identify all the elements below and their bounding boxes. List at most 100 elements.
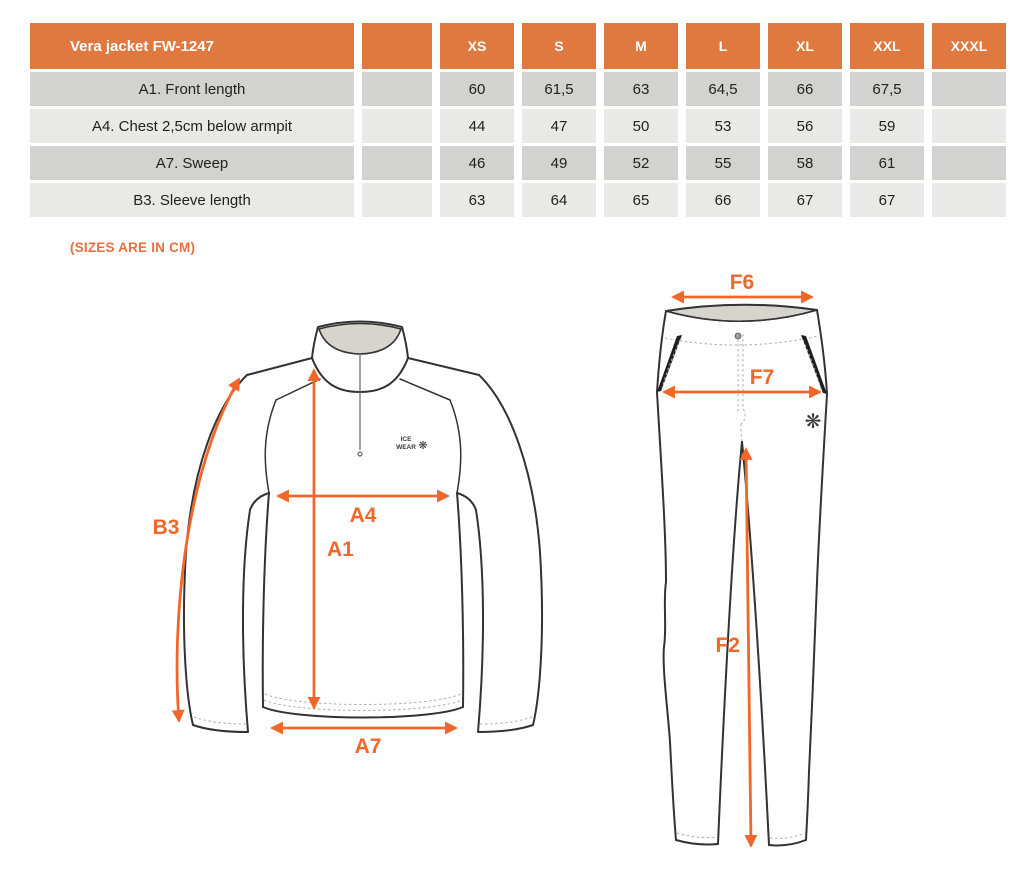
shoulder-line-left [246, 357, 313, 376]
inseam-left [717, 441, 743, 845]
cuff-stitch-left [193, 716, 248, 725]
size-cell: 60 [440, 72, 514, 106]
hem-line [262, 706, 464, 719]
snowflake-icon: ❋ [418, 439, 427, 452]
size-header-xs: XS [440, 23, 514, 69]
body-side-right [456, 492, 465, 708]
sizes-note: (SIZES ARE IN CM) [70, 240, 196, 255]
header-spacer-cell [362, 23, 432, 69]
leg-outer-right [805, 393, 828, 841]
spacer-cell [362, 109, 432, 143]
pocket-stitch-right [802, 339, 823, 393]
table-row: A7. Sweep 46 49 52 55 58 61 [30, 146, 1006, 180]
size-cell: 63 [440, 183, 514, 217]
leg-hem-stitch-right [769, 832, 806, 839]
row-label: A7. Sweep [30, 146, 354, 180]
size-cell: 50 [604, 109, 678, 143]
f6-label: F6 [730, 272, 755, 294]
size-cell: 66 [768, 72, 842, 106]
size-cell: 65 [604, 183, 678, 217]
size-cell: 67 [768, 183, 842, 217]
pocket-right [801, 335, 827, 394]
front-seam-stitch [740, 423, 743, 443]
row-label: A4. Chest 2,5cm below armpit [30, 109, 354, 143]
body-side-left [261, 492, 270, 708]
size-cell: 61 [850, 146, 924, 180]
leg-outer-left [656, 391, 677, 841]
size-cell: 47 [522, 109, 596, 143]
pants-drawing: ❋ [656, 303, 828, 847]
table-header-row: Vera jacket FW-1247 XS S M L XL XXL XXXL [30, 23, 1006, 69]
size-cell: 52 [604, 146, 678, 180]
b3-arrow [171, 377, 241, 723]
size-header-xxl: XXL [850, 23, 924, 69]
raglan-seam-left [264, 399, 277, 494]
f2-label: F2 [715, 634, 740, 657]
waistband-top [665, 303, 818, 312]
hip-left [656, 310, 667, 393]
size-table: Vera jacket FW-1247 XS S M L XL XXL XXXL… [22, 20, 1014, 220]
f2-arrow [739, 447, 758, 848]
pants-measurements: F6 F7 F2 [662, 272, 822, 848]
snowflake-icon: ❋ [805, 409, 822, 433]
size-cell: 64 [522, 183, 596, 217]
size-cell: 61,5 [522, 72, 596, 106]
jacket-drawing: ICE WEAR ❋ [182, 320, 544, 733]
collar-inner [317, 322, 403, 355]
leg-hem-right [768, 839, 807, 847]
shoulder-panel-seam-right [399, 378, 451, 401]
zipper-pull [357, 451, 363, 457]
hem-stitch [264, 693, 462, 705]
size-header-s: S [522, 23, 596, 69]
raglan-seam-right [449, 399, 462, 494]
size-cell: 66 [686, 183, 760, 217]
table-row: B3. Sleeve length 63 64 65 66 67 67 [30, 183, 1006, 217]
size-cell: 58 [768, 146, 842, 180]
leg-hem-left [675, 839, 719, 846]
table-row: A4. Chest 2,5cm below armpit 44 47 50 53… [30, 109, 1006, 143]
row-label: B3. Sleeve length [30, 183, 354, 217]
size-cell: 59 [850, 109, 924, 143]
size-header-m: M [604, 23, 678, 69]
size-header-xl: XL [768, 23, 842, 69]
spacer-cell [362, 146, 432, 180]
a1-label: A1 [327, 538, 354, 561]
size-cell [932, 183, 1006, 217]
a7-label: A7 [355, 735, 382, 758]
a4-label: A4 [350, 504, 377, 527]
brand-logo-line2: WEAR [396, 444, 416, 451]
size-cell: 67,5 [850, 72, 924, 106]
size-header-l: L [686, 23, 760, 69]
size-cell: 63 [604, 72, 678, 106]
spacer-cell [362, 183, 432, 217]
hip-right [816, 309, 828, 395]
hem-stitch [263, 699, 463, 711]
size-cell: 44 [440, 109, 514, 143]
f7-label: F7 [750, 366, 775, 389]
waistband-stitch [664, 335, 819, 346]
size-cell: 46 [440, 146, 514, 180]
pocket-stitch-left [661, 339, 681, 389]
size-cell: 49 [522, 146, 596, 180]
brand-logo-line1: ICE [401, 436, 413, 443]
table-row: A1. Front length 60 61,5 63 64,5 66 67,5 [30, 72, 1006, 106]
shoulder-line-right [407, 357, 480, 376]
jacket-measurements: B3 A4 A1 A7 [153, 368, 458, 758]
jacket-diagram: ICE WEAR ❋ B3 A4 A1 A7 [153, 320, 544, 758]
fly-stitch [740, 334, 746, 425]
product-title: Vera jacket FW-1247 [30, 23, 354, 69]
leg-hem-stitch-left [676, 832, 718, 838]
row-label: A1. Front length [30, 72, 354, 106]
pocket-left [657, 335, 682, 392]
size-cell [932, 146, 1006, 180]
size-cell: 55 [686, 146, 760, 180]
size-cell [932, 72, 1006, 106]
size-cell: 67 [850, 183, 924, 217]
waistband-front-edge [665, 309, 818, 322]
b3-label: B3 [153, 516, 180, 539]
cuff-stitch-right [478, 716, 533, 725]
size-cell: 53 [686, 109, 760, 143]
size-header-xxxl: XXXL [932, 23, 1006, 69]
spacer-cell [362, 72, 432, 106]
